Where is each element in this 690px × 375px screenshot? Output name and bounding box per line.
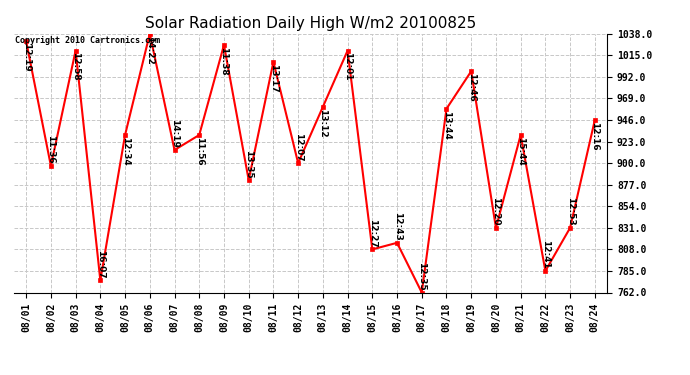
Text: 16:07: 16:07 xyxy=(96,250,105,278)
Text: 13:12: 13:12 xyxy=(318,109,327,137)
Text: 12:27: 12:27 xyxy=(368,219,377,248)
Text: 11:56: 11:56 xyxy=(195,137,204,165)
Title: Solar Radiation Daily High W/m2 20100825: Solar Radiation Daily High W/m2 20100825 xyxy=(145,16,476,31)
Text: 12:41: 12:41 xyxy=(541,240,550,269)
Text: 12:07: 12:07 xyxy=(294,133,303,161)
Text: 12:19: 12:19 xyxy=(21,43,30,72)
Text: 11:38: 11:38 xyxy=(219,47,228,75)
Text: Copyright 2010 Cartronics.com: Copyright 2010 Cartronics.com xyxy=(15,36,160,45)
Text: 12:20: 12:20 xyxy=(491,197,500,226)
Text: 12:46: 12:46 xyxy=(466,73,475,102)
Text: 12:43: 12:43 xyxy=(393,212,402,241)
Text: 12:01: 12:01 xyxy=(343,53,352,81)
Text: 15:44: 15:44 xyxy=(516,137,525,166)
Text: 12:34: 12:34 xyxy=(121,137,130,166)
Text: 12:16: 12:16 xyxy=(591,122,600,150)
Text: 12:53: 12:53 xyxy=(566,197,575,226)
Text: 14:22: 14:22 xyxy=(146,36,155,64)
Text: 12:58: 12:58 xyxy=(71,53,80,81)
Text: 13:44: 13:44 xyxy=(442,111,451,140)
Text: 14:19: 14:19 xyxy=(170,119,179,148)
Text: 11:36: 11:36 xyxy=(46,135,55,164)
Text: 12:35: 12:35 xyxy=(417,262,426,291)
Text: 13:35: 13:35 xyxy=(244,150,253,178)
Text: 13:17: 13:17 xyxy=(269,64,278,93)
